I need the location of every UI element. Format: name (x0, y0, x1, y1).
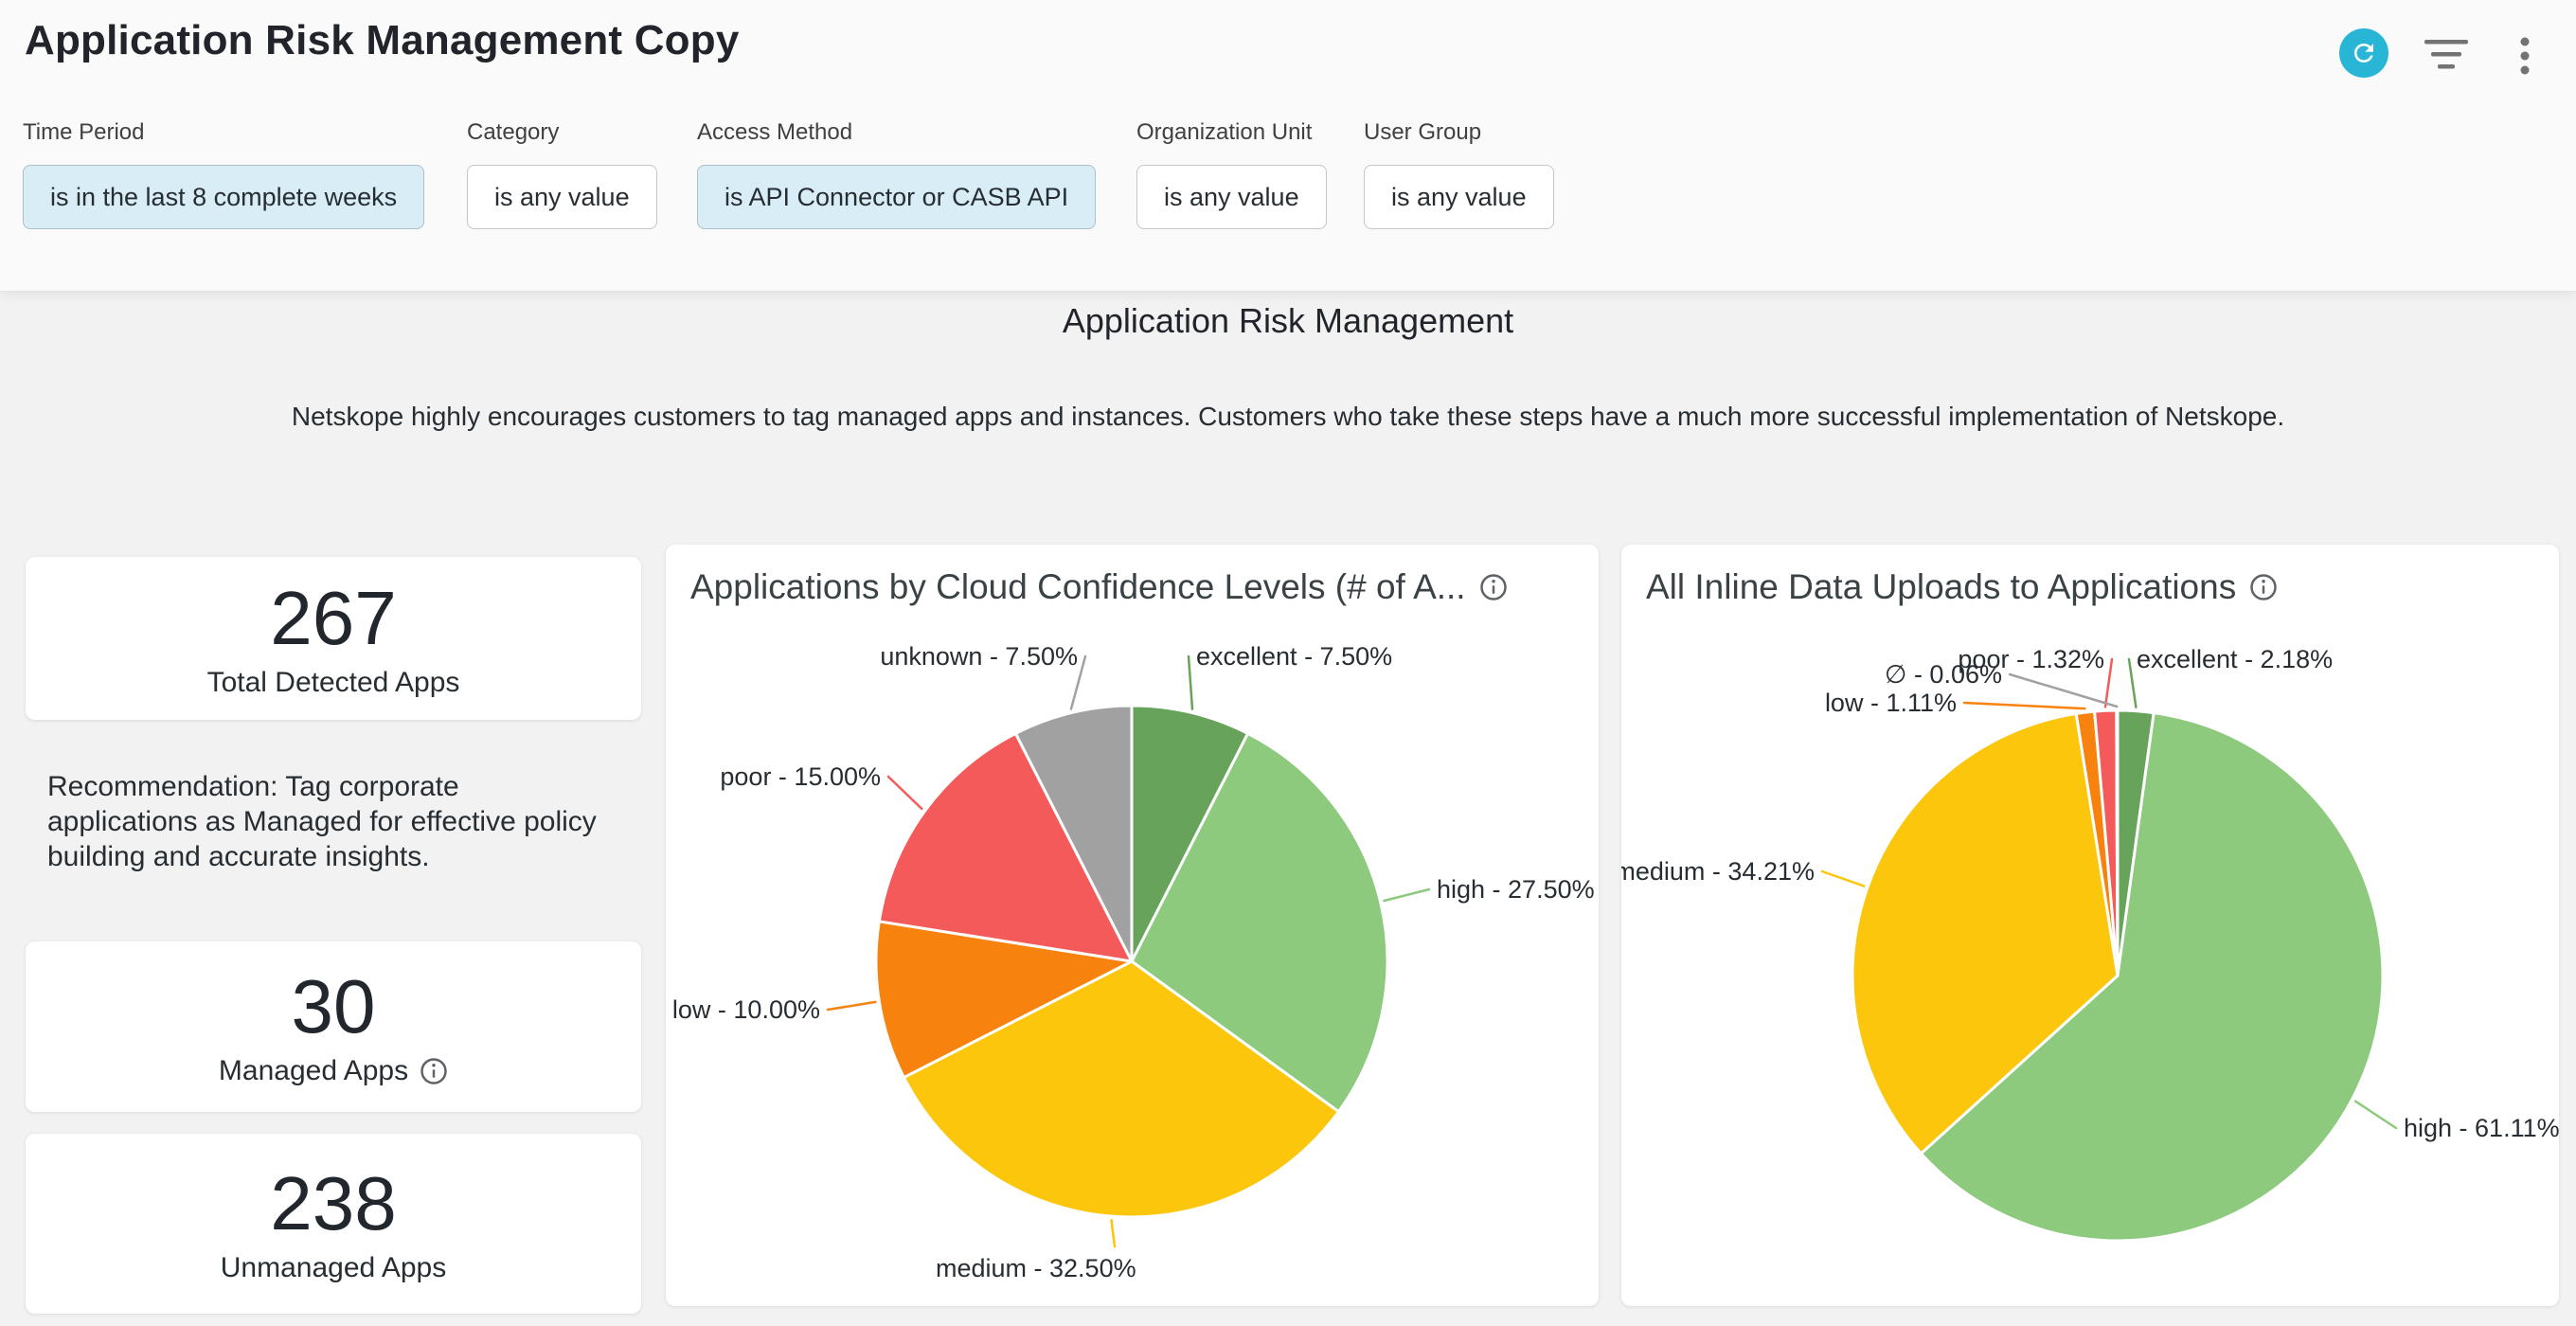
pie-slice-label-poor: poor - 15.00% (720, 762, 881, 791)
pie-label-leader-medium (1110, 1218, 1117, 1248)
pie-slice-poor[interactable] (877, 731, 1134, 963)
pie-slice-label-medium: medium - 34.21% (1621, 857, 1815, 886)
pie-slice-high[interactable] (1919, 711, 2385, 1243)
pie-slice-medium[interactable] (1851, 711, 2120, 1156)
pie-plot-area: excellent - 7.50% high - 27.50% medium - 3… (666, 545, 1599, 1306)
kebab-menu-icon (2520, 37, 2530, 75)
kpi-value: 238 (270, 1161, 397, 1245)
pie-label-leader-unknown (1069, 654, 1087, 710)
pie-plot-area: excellent - 2.18% high - 61.11% medium - 3… (1621, 545, 2559, 1306)
pie-label-leader-poor (886, 775, 923, 811)
pie-chart-cloud-confidence-levels: Applications by Cloud Confidence Levels … (666, 545, 1599, 1306)
filter-chip-access-method[interactable]: is API Connector or CASB API (697, 165, 1097, 229)
pie-slice-label-low: low - 1.11% (1825, 689, 1957, 717)
dashboard-title: Application Risk Management (1062, 301, 1514, 340)
kpi-value: 30 (291, 964, 376, 1048)
kpi-label: Managed Apps (218, 1055, 409, 1086)
chart-title: Applications by Cloud Confidence Levels … (690, 567, 1466, 606)
pie-label-leader-excellent (2127, 657, 2138, 708)
pie-label-leader-low (826, 1000, 877, 1012)
pie-slice-unknown[interactable] (1013, 704, 1134, 963)
filter-icon (2424, 40, 2468, 69)
pie-slice-label-excellent: excellent - 2.18% (2137, 645, 2333, 673)
pie-slice-null[interactable] (2115, 708, 2120, 977)
info-icon[interactable] (420, 1057, 448, 1085)
pie-slice-high[interactable] (1130, 731, 1389, 1114)
refresh-button[interactable] (2339, 28, 2388, 78)
filter-time-period: Time Period is in the last 8 complete we… (23, 119, 425, 229)
filter-organization-unit: Organization Unit is any value (1136, 119, 1327, 229)
kpi-label: Unmanaged Apps (220, 1252, 447, 1283)
filter-user-group: User Group is any value (1364, 119, 1554, 229)
pie-label-leader-poor (2103, 657, 2114, 708)
dashboard-filters-button[interactable] (2423, 38, 2470, 72)
kpi-unmanaged-apps[interactable]: 238 Unmanaged Apps (26, 1134, 641, 1314)
filter-label: Category (467, 119, 560, 145)
pie-slice-excellent[interactable] (1130, 704, 1250, 963)
filter-label: User Group (1364, 119, 1482, 145)
pie-label-leader-excellent (1187, 654, 1194, 710)
kpi-managed-apps[interactable]: 30 Managed Apps (26, 941, 641, 1112)
pie-slice-label-poor: poor - 1.32% (1958, 645, 2104, 673)
pie-slice-label-unknown: unknown - 7.50% (880, 642, 1078, 671)
dashboard-note: Netskope highly encourages customers to … (291, 402, 2285, 431)
filter-label: Time Period (23, 119, 145, 145)
pie-slice-label-excellent: excellent - 7.50% (1196, 642, 1392, 671)
refresh-icon (2354, 44, 2373, 63)
filter-chip-time-period[interactable]: is in the last 8 complete weeks (23, 165, 425, 229)
info-icon[interactable] (1479, 573, 1508, 601)
filter-access-method: Access Method is API Connector or CASB A… (697, 119, 1097, 229)
pie-label-leader-medium (1820, 869, 1866, 887)
filter-chip-user-group[interactable]: is any value (1364, 165, 1554, 229)
page-title: Application Risk Management Copy (25, 17, 740, 63)
more-options-button[interactable] (2510, 34, 2540, 78)
pie-label-leader-high (1383, 887, 1431, 903)
pie-chart-inline-data-uploads: All Inline Data Uploads to Applications … (1621, 545, 2559, 1306)
pie-label-leader-low (1962, 701, 2086, 710)
pie-label-leader-high (2353, 1100, 2398, 1130)
filter-label: Access Method (697, 119, 853, 145)
chart-title: All Inline Data Uploads to Applications (1646, 567, 2237, 606)
pie-slice-label-low: low - 10.00% (672, 995, 820, 1024)
filter-chip-category[interactable]: is any value (467, 165, 657, 229)
pie-slice-medium[interactable] (902, 959, 1340, 1219)
info-icon[interactable] (2249, 573, 2278, 601)
recommendation-text: Recommendation: Tag corporate applicatio… (47, 771, 597, 872)
pie-slice-low[interactable] (874, 920, 1134, 1080)
kpi-total-detected-apps[interactable]: 267 Total Detected Apps (26, 557, 641, 720)
filter-label: Organization Unit (1136, 119, 1313, 145)
kpi-value: 267 (270, 576, 397, 660)
filter-chip-organization-unit[interactable]: is any value (1136, 165, 1327, 229)
pie-slice-label-null: ∅ - 0.06% (1885, 660, 2002, 689)
pie-slice-label-high: high - 61.11% (2404, 1114, 2559, 1142)
kpi-label: Total Detected Apps (206, 667, 460, 698)
pie-slice-label-high: high - 27.50% (1437, 875, 1595, 904)
pie-label-leader-null (2008, 672, 2119, 708)
app-header: Application Risk Management Copy Time Pe… (0, 0, 2576, 292)
pie-slice-label-medium: medium - 32.50% (936, 1254, 1136, 1282)
filter-category: Category is any value (467, 119, 657, 229)
